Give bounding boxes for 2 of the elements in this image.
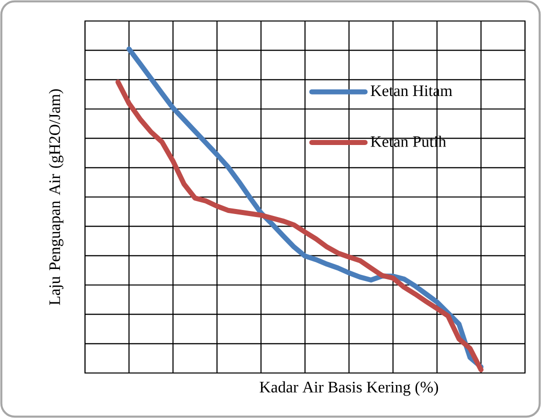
y-axis-title: Laju Penguapan Air (gH2O/Jam): [48, 89, 64, 305]
x-axis-title: Kadar Air Basis Kering (%): [260, 381, 438, 396]
